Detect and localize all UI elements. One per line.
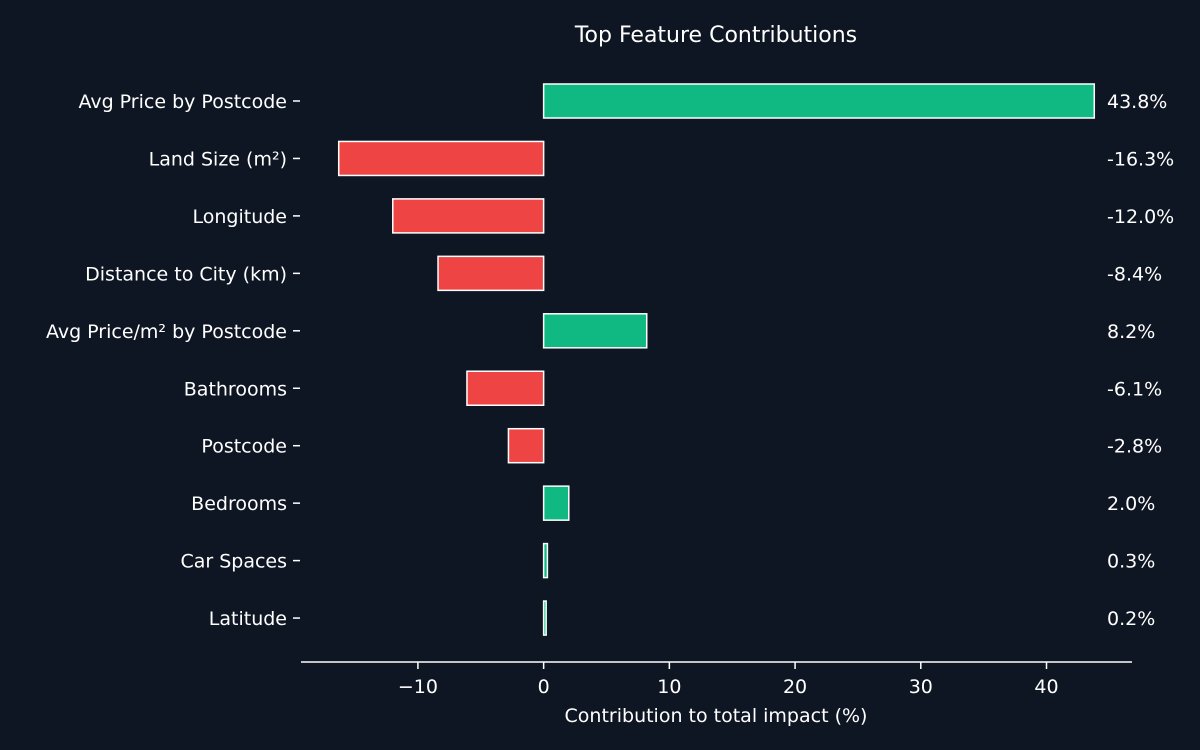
bars-group: [337, 83, 1096, 636]
x-tick-label: 40: [1034, 676, 1058, 698]
value-labels-group: 43.8% -16.3% -12.0% -8.4% 8.2% -6.1% -2.8% 2.0%…: [1107, 91, 1174, 630]
category-label: Longitude: [193, 206, 288, 228]
value-label: 2.0%: [1107, 493, 1155, 515]
category-labels-group: Avg Price by Postcode Land Size (m²) Longi…: [46, 91, 300, 630]
category-label: Distance to City (km): [85, 263, 287, 285]
category-label: Land Size (m²): [149, 148, 287, 170]
x-tick-label: 10: [657, 676, 681, 698]
value-label: -2.8%: [1107, 436, 1162, 458]
bar: [542, 485, 570, 521]
x-tick-label: 0: [538, 676, 550, 698]
category-label: Bedrooms: [191, 493, 287, 515]
bar: [507, 427, 545, 464]
bar: [437, 255, 545, 292]
value-label: 0.2%: [1107, 608, 1155, 630]
category-label: Latitude: [209, 608, 287, 630]
value-label: 43.8%: [1107, 91, 1167, 113]
x-axis-title: Contribution to total impact (%): [565, 705, 868, 727]
bar: [392, 198, 545, 234]
category-label: Bathrooms: [184, 378, 287, 400]
bar: [542, 83, 1096, 119]
category-label: Avg Price by Postcode: [78, 91, 287, 113]
category-label: Avg Price/m² by Postcode: [46, 321, 287, 343]
bar: [542, 313, 648, 349]
value-label: 8.2%: [1107, 321, 1155, 343]
x-tick-label: 20: [783, 676, 807, 698]
chart-title: Top Feature Contributions: [574, 23, 857, 48]
category-label: Postcode: [201, 436, 287, 458]
bar: [337, 140, 545, 177]
value-label: -6.1%: [1107, 378, 1162, 400]
x-ticks-group: −10 0 10 20 30 40: [398, 662, 1059, 698]
bar: [542, 542, 549, 579]
value-label: -16.3%: [1107, 148, 1174, 170]
value-label: -8.4%: [1107, 263, 1162, 285]
value-label: 0.3%: [1107, 551, 1155, 573]
x-tick-label: 30: [909, 676, 933, 698]
category-label: Car Spaces: [180, 551, 287, 573]
x-tick-label: −10: [398, 676, 438, 698]
bar: [542, 600, 547, 636]
bar: [466, 370, 545, 406]
value-label: -12.0%: [1107, 206, 1174, 228]
